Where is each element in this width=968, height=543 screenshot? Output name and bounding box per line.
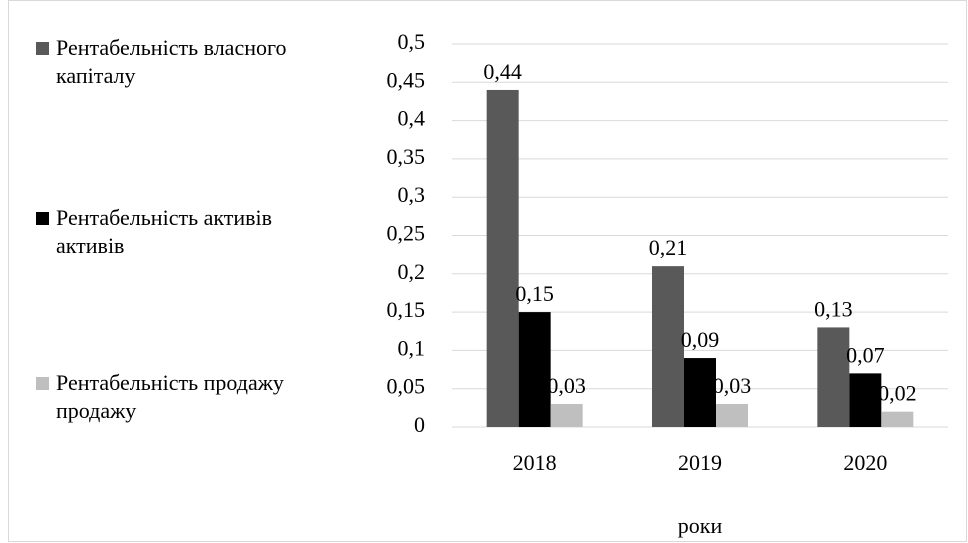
x-tick-label: 2020 [843,450,887,475]
data-label: 0,13 [814,296,853,321]
y-tick-label: 0,35 [387,144,426,169]
legend-swatch [36,212,49,225]
y-tick-label: 0,25 [387,221,426,246]
legend: Рентабельність власного капіталу Рентабел… [36,34,336,425]
frame [8,0,967,542]
legend-label: Рентабельність активів активів [56,205,273,258]
legend-label: Рентабельність власного капіталу [56,35,287,88]
bar [716,404,748,427]
data-label: 0,07 [846,342,885,367]
x-tick-label: 2018 [513,450,557,475]
bar [518,312,551,427]
legend-swatch [36,377,49,390]
data-label: 0,09 [681,327,720,352]
y-tick-label: 0,15 [387,297,426,322]
y-tick-label: 0,45 [387,67,426,92]
bar [881,411,914,427]
data-label: 0,44 [483,59,522,84]
data-label: 0,02 [878,381,917,406]
y-tick-label: 0,1 [398,335,426,360]
y-tick-label: 0,3 [398,182,426,207]
legend-label: Рентабельність продажу продажу [56,370,284,423]
data-label: 0,03 [547,373,586,398]
bar [849,373,882,427]
y-tick-label: 0,5 [398,29,426,54]
bar [817,327,850,427]
legend-item: Рентабельність власного капіталу [36,34,336,90]
data-label: 0,15 [515,281,554,306]
data-label: 0,21 [649,235,688,260]
bar [550,404,583,427]
bar [684,358,716,427]
bar [486,89,519,428]
legend-item: Рентабельність активів активів [36,204,336,260]
y-tick-label: 0 [414,412,425,437]
y-tick-label: 0,2 [398,259,426,284]
data-label: 0,03 [713,373,752,398]
legend-swatch [36,42,49,55]
legend-item: Рентабельність продажу продажу [36,369,336,425]
x-tick-label: 2019 [678,450,722,475]
y-tick-label: 0,05 [387,374,426,399]
y-tick-label: 0,4 [398,106,426,131]
x-axis-label: роки [678,513,723,538]
bar [652,266,684,427]
